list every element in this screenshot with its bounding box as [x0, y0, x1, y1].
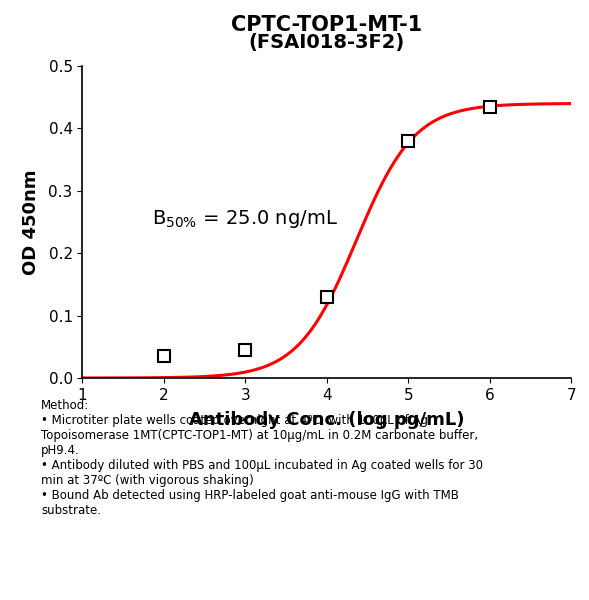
Text: (FSAI018-3F2): (FSAI018-3F2) — [249, 33, 405, 52]
X-axis label: Antibody Conc. (log pg/mL): Antibody Conc. (log pg/mL) — [189, 411, 465, 429]
Text: Method:
• Microtiter plate wells coated overnight at 4ºC  with 100μL of Ag
Topoi: Method: • Microtiter plate wells coated … — [41, 399, 483, 517]
Text: B$_{50\%}$ = 25.0 ng/mL: B$_{50\%}$ = 25.0 ng/mL — [152, 208, 337, 230]
Y-axis label: OD 450nm: OD 450nm — [22, 169, 40, 275]
Text: CPTC-TOP1-MT-1: CPTC-TOP1-MT-1 — [231, 15, 422, 35]
